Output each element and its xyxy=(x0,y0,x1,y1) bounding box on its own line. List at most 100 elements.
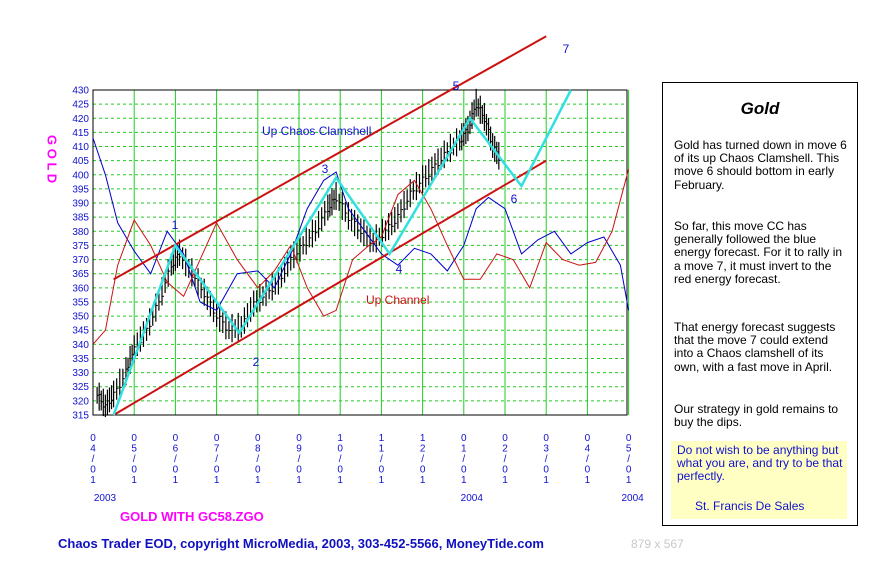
footer-copyright: Chaos Trader EOD, copyright MicroMedia, … xyxy=(58,536,544,551)
wave-label-3: 3 xyxy=(322,162,329,176)
wave-label-2: 2 xyxy=(253,355,260,369)
x-tick-label: 05/01 xyxy=(626,433,632,486)
x-tick-char: 1 xyxy=(379,444,385,455)
wave-label-5: 5 xyxy=(453,79,460,93)
x-tick-char: 0 xyxy=(214,465,220,476)
x-tick-char: 0 xyxy=(543,465,549,476)
x-tick-char: / xyxy=(627,454,630,465)
x-tick-char: 5 xyxy=(131,444,137,455)
x-tick-char: 1 xyxy=(337,433,343,444)
x-tick-char: 1 xyxy=(337,475,343,486)
x-tick-char: / xyxy=(586,454,589,465)
x-tick-char: 1 xyxy=(420,433,426,444)
image-size-label: 879 x 567 xyxy=(631,537,684,551)
x-tick-char: 1 xyxy=(379,433,385,444)
clamshell-annotation: Up Chaos Clamshell xyxy=(262,124,371,138)
x-tick-char: 5 xyxy=(626,444,632,455)
x-tick-char: 0 xyxy=(131,465,137,476)
x-tick-char: 7 xyxy=(214,444,220,455)
x-tick-char: 0 xyxy=(90,433,96,444)
x-tick-char: 0 xyxy=(90,465,96,476)
y-tick-label: 425 xyxy=(72,100,89,111)
x-tick-char: 1 xyxy=(420,475,426,486)
y-tick-label: 380 xyxy=(72,227,89,238)
paragraph-1: Gold has turned down in move 6 of its up… xyxy=(674,138,847,192)
x-tick-char: 6 xyxy=(173,444,179,455)
year-label: 2004 xyxy=(621,493,644,504)
y-tick-label: 385 xyxy=(72,213,89,224)
x-tick-char: 0 xyxy=(502,433,508,444)
year-label: 2003 xyxy=(94,493,117,504)
y-tick-label: 315 xyxy=(72,411,89,422)
x-tick-char: 1 xyxy=(585,475,591,486)
x-tick-char: 0 xyxy=(626,465,632,476)
x-tick-char: 2 xyxy=(502,444,508,455)
paragraph-2: So far, this move CC has generally follo… xyxy=(674,219,843,286)
y-tick-label: 430 xyxy=(72,86,89,97)
x-tick-char: / xyxy=(504,454,507,465)
x-tick-char: 0 xyxy=(255,433,261,444)
y-tick-label: 320 xyxy=(72,396,89,407)
x-tick-label: 04/01 xyxy=(90,433,96,486)
red-energy-forecast xyxy=(92,168,630,345)
y-tick-label: 390 xyxy=(72,199,89,210)
energy-forecast-lines xyxy=(92,137,630,345)
wave-labels: 1 2 3 4 5 6 7 xyxy=(172,42,570,369)
x-tick-char: 1 xyxy=(214,475,220,486)
x-tick-char: 0 xyxy=(626,433,632,444)
gold-chart: 3153203253303353403453503553603653703753… xyxy=(45,35,644,504)
y-tick-label: 335 xyxy=(72,354,89,365)
y-tick-label: 325 xyxy=(72,382,89,393)
x-tick-char: 1 xyxy=(131,475,137,486)
x-tick-char: / xyxy=(256,454,259,465)
x-tick-char: 0 xyxy=(337,465,343,476)
x-tick-label: 12/01 xyxy=(420,433,426,486)
x-tick-char: / xyxy=(133,454,136,465)
y-tick-label: 395 xyxy=(72,184,89,195)
x-tick-char: 0 xyxy=(337,444,343,455)
y-tick-label: 410 xyxy=(72,142,89,153)
channel-annotation: Up Channel xyxy=(366,293,429,307)
y-tick-label: 370 xyxy=(72,255,89,266)
x-tick-label: 05/01 xyxy=(131,433,137,486)
x-axis: 04/0105/0106/0107/0108/0109/0110/0111/01… xyxy=(90,433,644,504)
x-tick-char: 0 xyxy=(461,433,467,444)
quote-text: Do not wish to be anything but what you … xyxy=(677,443,843,484)
y-tick-label: 345 xyxy=(72,326,89,337)
x-tick-char: 1 xyxy=(255,475,261,486)
year-label: 2004 xyxy=(461,493,484,504)
chaos-clamshell-path xyxy=(112,89,573,416)
price-bars xyxy=(96,88,501,418)
paragraph-4: Our strategy in gold remains to buy the … xyxy=(674,402,839,430)
lower-channel-line xyxy=(113,159,547,416)
y-tick-label: 420 xyxy=(72,114,89,125)
x-tick-char: 2 xyxy=(420,444,426,455)
x-tick-char: 0 xyxy=(379,465,385,476)
y-tick-label: 400 xyxy=(72,170,89,181)
x-tick-char: / xyxy=(545,454,548,465)
x-tick-label: 03/01 xyxy=(543,433,549,486)
x-tick-char: 4 xyxy=(90,444,96,455)
chart-grid xyxy=(92,89,630,416)
x-tick-char: 8 xyxy=(255,444,261,455)
x-tick-char: 4 xyxy=(585,444,591,455)
commentary-panel: Gold Gold has turned down in move 6 of i… xyxy=(662,82,858,526)
x-tick-char: / xyxy=(298,454,301,465)
blue-energy-forecast xyxy=(92,137,630,312)
panel-title: Gold xyxy=(740,99,780,118)
x-tick-char: 0 xyxy=(420,465,426,476)
x-tick-char: / xyxy=(92,454,95,465)
quote-box: Do not wish to be anything but what you … xyxy=(671,441,847,519)
x-tick-char: 0 xyxy=(461,465,467,476)
x-tick-char: 1 xyxy=(173,475,179,486)
up-channel-lines xyxy=(113,35,547,416)
x-tick-char: 0 xyxy=(296,465,302,476)
x-tick-label: 08/01 xyxy=(255,433,261,486)
y-tick-label: 375 xyxy=(72,241,89,252)
x-tick-char: 0 xyxy=(585,465,591,476)
x-tick-char: 0 xyxy=(255,465,261,476)
x-tick-char: 1 xyxy=(379,475,385,486)
x-tick-char: / xyxy=(421,454,424,465)
x-tick-label: 09/01 xyxy=(296,433,302,486)
x-tick-char: 0 xyxy=(214,433,220,444)
